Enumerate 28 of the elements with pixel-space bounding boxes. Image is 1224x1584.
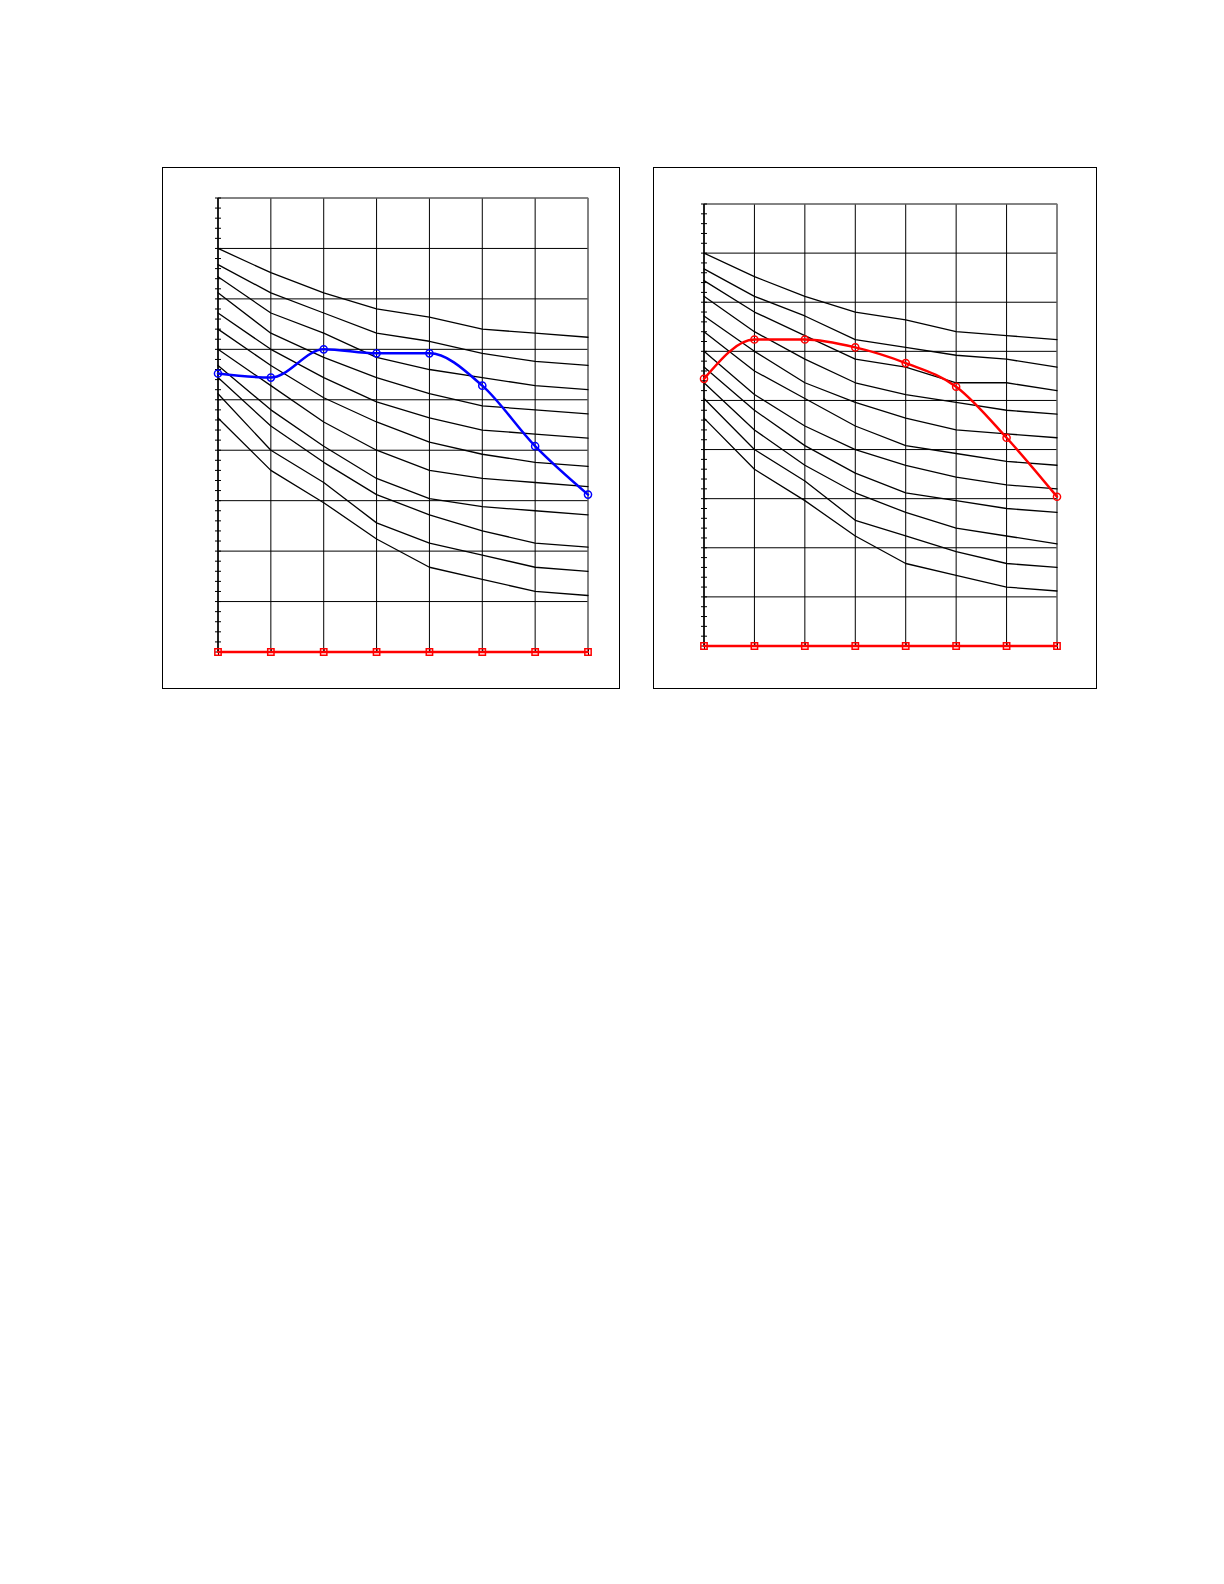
point — [1002, 433, 1011, 443]
point — [319, 648, 328, 656]
point — [901, 358, 911, 368]
point — [800, 642, 809, 650]
point — [699, 374, 709, 384]
point — [951, 382, 961, 391]
point — [319, 345, 329, 354]
point — [850, 343, 860, 352]
point — [531, 648, 540, 656]
point — [478, 648, 487, 656]
point — [1002, 642, 1011, 650]
point — [750, 642, 759, 650]
point — [952, 642, 961, 650]
point — [425, 349, 434, 358]
point — [266, 373, 276, 382]
point — [1052, 492, 1062, 502]
point — [851, 642, 860, 650]
point — [750, 335, 759, 344]
point — [372, 648, 381, 656]
point — [477, 381, 487, 390]
point — [425, 648, 434, 656]
point — [372, 349, 381, 358]
point — [213, 369, 223, 378]
point — [530, 441, 540, 451]
point — [266, 648, 275, 656]
point — [583, 490, 593, 499]
point — [901, 642, 910, 650]
point — [800, 335, 810, 344]
